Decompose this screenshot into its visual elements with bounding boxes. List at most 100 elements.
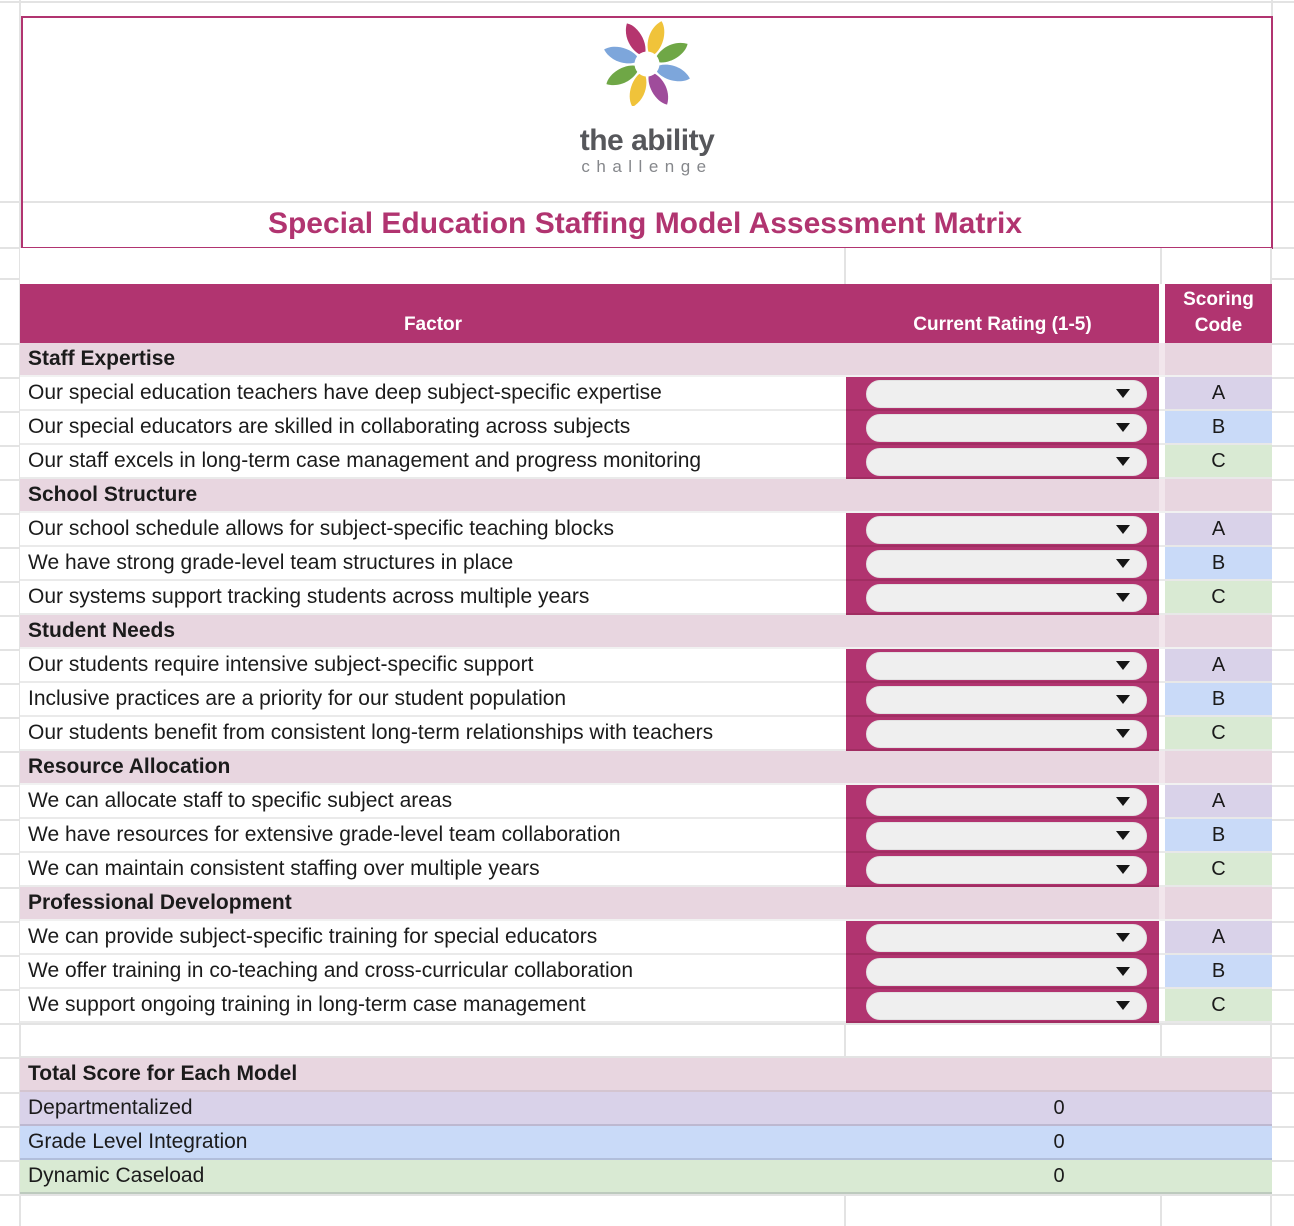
column-header-factor: Factor — [20, 284, 846, 343]
rating-cell — [846, 819, 1159, 853]
model-score: 0 — [846, 1160, 1272, 1194]
scoring-code-cell: A — [1165, 513, 1272, 547]
rating-dropdown[interactable] — [866, 686, 1147, 714]
rating-dropdown[interactable] — [866, 414, 1147, 442]
section-row-1: School Structure — [20, 479, 1272, 513]
rating-dropdown[interactable] — [866, 516, 1147, 544]
dropdown-arrow-icon — [1116, 1001, 1130, 1010]
scoring-code-cell: C — [1165, 853, 1272, 887]
factor-text: We can maintain consistent staffing over… — [20, 853, 846, 887]
brand-name: the ability — [579, 124, 715, 157]
factor-row: We can allocate staff to specific subjec… — [20, 785, 1272, 819]
rating-cell — [846, 989, 1159, 1023]
table-header-row: Factor Current Rating (1-5) Scoring Code — [20, 284, 1272, 343]
section-title: Staff Expertise — [20, 343, 846, 377]
factor-row: We have strong grade-level team structur… — [20, 547, 1272, 581]
total-row: Dynamic Caseload 0 — [20, 1160, 1272, 1194]
factor-row: Our staff excels in long-term case manag… — [20, 445, 1272, 479]
dropdown-arrow-icon — [1116, 661, 1130, 670]
rating-dropdown[interactable] — [866, 380, 1147, 408]
rating-dropdown[interactable] — [866, 924, 1147, 952]
rating-cell — [846, 955, 1159, 989]
rating-cell — [846, 547, 1159, 581]
rating-cell — [846, 649, 1159, 683]
empty-row — [20, 1023, 1272, 1058]
model-name: Departmentalized — [20, 1092, 846, 1126]
factor-row: We support ongoing training in long-term… — [20, 989, 1272, 1023]
dropdown-arrow-icon — [1116, 525, 1130, 534]
rating-dropdown[interactable] — [866, 958, 1147, 986]
rating-cell — [846, 921, 1159, 955]
factor-row: We offer training in co-teaching and cro… — [20, 955, 1272, 989]
section-title: Student Needs — [20, 615, 846, 649]
totals-header-row: Total Score for Each Model — [20, 1058, 1272, 1092]
rating-dropdown[interactable] — [866, 550, 1147, 578]
scoring-code-cell: B — [1165, 547, 1272, 581]
model-score: 0 — [846, 1126, 1272, 1160]
factor-row: Our school schedule allows for subject-s… — [20, 513, 1272, 547]
factor-row: Our students require intensive subject-s… — [20, 649, 1272, 683]
flower-petal — [625, 23, 646, 57]
dropdown-arrow-icon — [1116, 457, 1130, 466]
section-title: Resource Allocation — [20, 751, 846, 785]
model-name: Grade Level Integration — [20, 1126, 846, 1160]
scoring-code-cell: A — [1165, 785, 1272, 819]
scoring-code-cell: B — [1165, 411, 1272, 445]
factor-text: We offer training in co-teaching and cro… — [20, 955, 846, 989]
rating-dropdown[interactable] — [866, 822, 1147, 850]
rating-cell — [846, 717, 1159, 751]
factor-row: Inclusive practices are a priority for o… — [20, 683, 1272, 717]
pinwheel-flower-icon — [604, 21, 690, 107]
scoring-code-cell: A — [1165, 921, 1272, 955]
factor-text: We have strong grade-level team structur… — [20, 547, 846, 581]
rating-dropdown[interactable] — [866, 856, 1147, 884]
model-score: 0 — [846, 1092, 1272, 1126]
factor-text: Our systems support tracking students ac… — [20, 581, 846, 615]
rating-cell — [846, 445, 1159, 479]
dropdown-arrow-icon — [1116, 559, 1130, 568]
dropdown-arrow-icon — [1116, 593, 1130, 602]
scoring-code-cell: B — [1165, 955, 1272, 989]
dropdown-arrow-icon — [1116, 797, 1130, 806]
rating-dropdown[interactable] — [866, 992, 1147, 1020]
section-row-4: Professional Development — [20, 887, 1272, 921]
page-title: Special Education Staffing Model Assessm… — [267, 207, 1023, 240]
dropdown-arrow-icon — [1116, 423, 1130, 432]
empty-row — [20, 248, 1272, 284]
rating-dropdown[interactable] — [866, 584, 1147, 612]
factor-text: Our special education teachers have deep… — [20, 377, 846, 411]
rating-dropdown[interactable] — [866, 788, 1147, 816]
factor-text: Our students benefit from consistent lon… — [20, 717, 846, 751]
scoring-code-cell: C — [1165, 989, 1272, 1023]
rating-dropdown[interactable] — [866, 448, 1147, 476]
assessment-table: Factor Current Rating (1-5) Scoring Code … — [20, 284, 1272, 1226]
column-gap — [1159, 284, 1165, 343]
scoring-code-cell: B — [1165, 683, 1272, 717]
factor-row: Our students benefit from consistent lon… — [20, 717, 1272, 751]
factor-text: We can provide subject-specific training… — [20, 921, 846, 955]
factor-text: Our staff excels in long-term case manag… — [20, 445, 846, 479]
factor-row: Our systems support tracking students ac… — [20, 581, 1272, 615]
dropdown-arrow-icon — [1116, 967, 1130, 976]
section-row-2: Student Needs — [20, 615, 1272, 649]
flower-petal — [629, 71, 647, 107]
flower-petal — [647, 21, 665, 57]
dropdown-arrow-icon — [1116, 933, 1130, 942]
scoring-code-cell: C — [1165, 717, 1272, 751]
section-title: School Structure — [20, 479, 846, 513]
flower-petal — [648, 71, 669, 105]
total-row: Grade Level Integration 0 — [20, 1126, 1272, 1160]
factor-row: Our special education teachers have deep… — [20, 377, 1272, 411]
factor-row: Our special educators are skilled in col… — [20, 411, 1272, 445]
dropdown-arrow-icon — [1116, 729, 1130, 738]
flower-petal — [606, 65, 640, 86]
rating-dropdown[interactable] — [866, 652, 1147, 680]
rating-dropdown[interactable] — [866, 720, 1147, 748]
rating-cell — [846, 377, 1159, 411]
scoring-code-cell: A — [1165, 649, 1272, 683]
factor-text: We can allocate staff to specific subjec… — [20, 785, 846, 819]
rating-cell — [846, 411, 1159, 445]
column-header-scoring-code: Scoring Code — [1165, 284, 1272, 343]
dropdown-arrow-icon — [1116, 695, 1130, 704]
